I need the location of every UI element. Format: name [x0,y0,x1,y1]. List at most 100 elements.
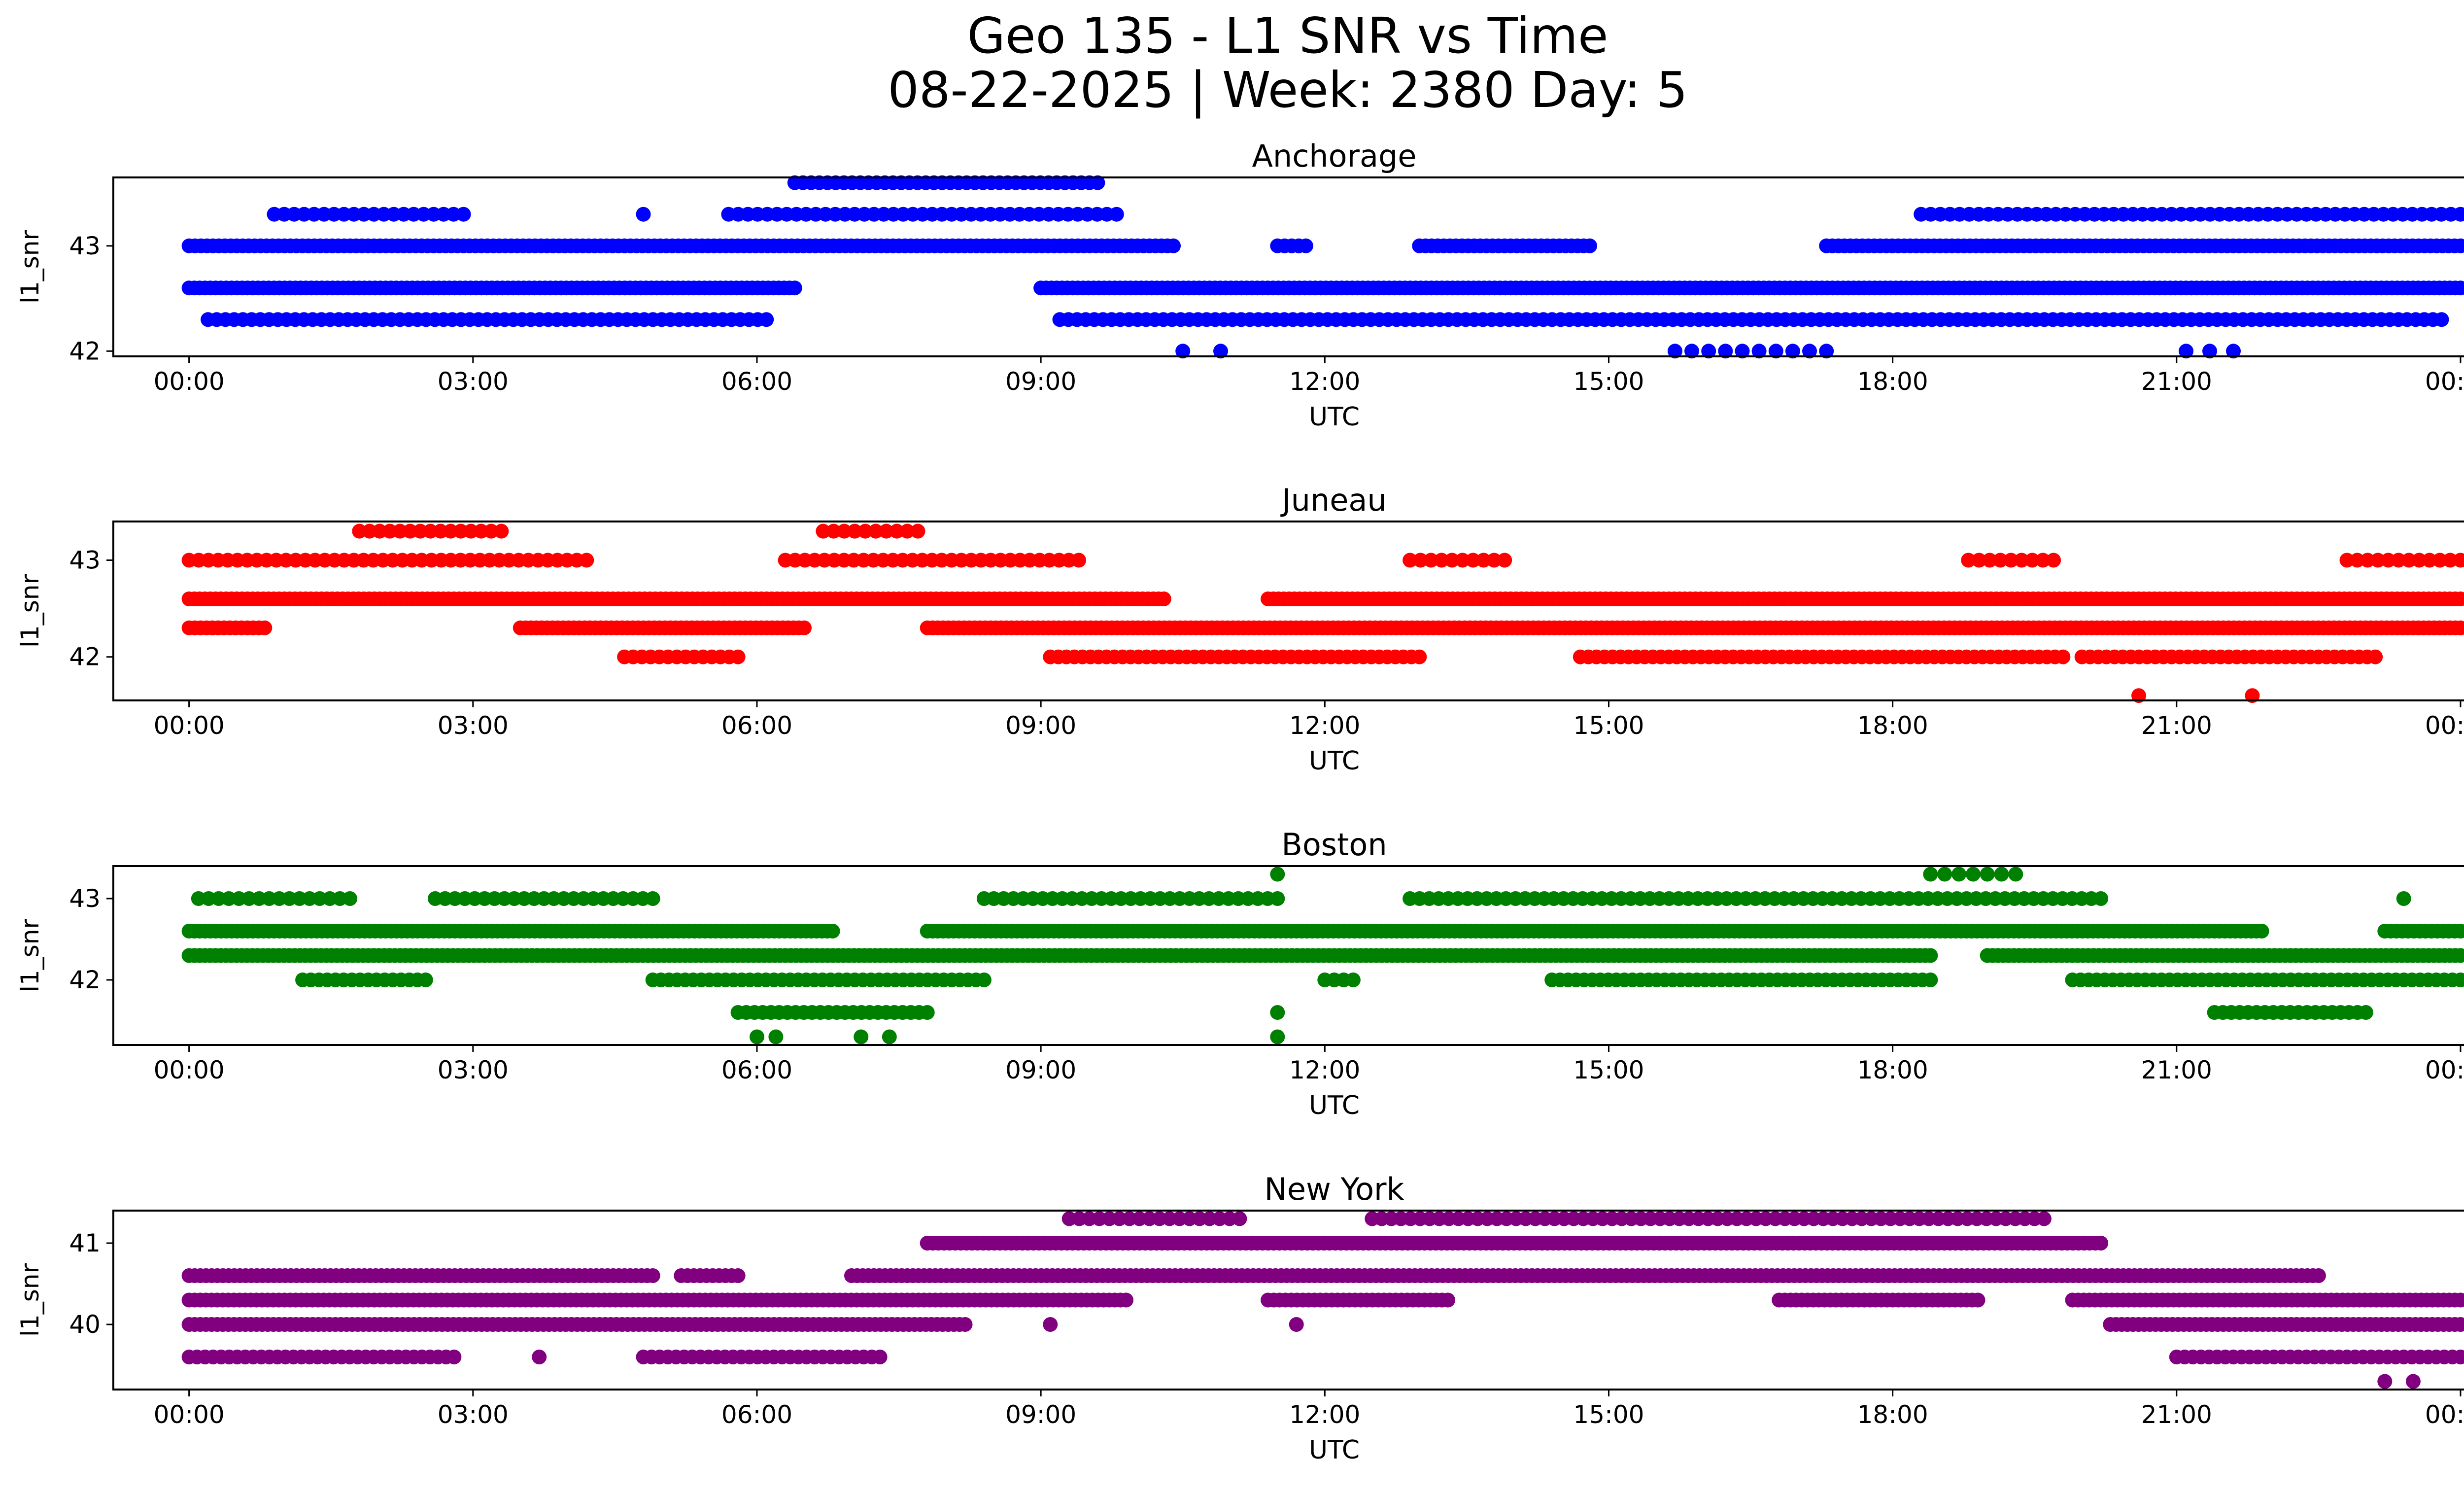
data-point [1119,1292,1133,1308]
subplot-title: Anchorage [1252,138,1416,174]
axes-frame [112,865,2464,1046]
data-point [1982,553,1997,568]
data-point [2432,553,2447,568]
y-axis-label: l1_snr [16,574,44,648]
data-point [312,891,327,906]
data-point [2360,553,2375,568]
data-point [191,891,206,906]
data-point [433,523,448,539]
data-point [2434,312,2449,327]
x-tick-label: 12:00 [1289,711,1360,740]
data-point [1270,1029,1285,1044]
data-point [1440,1292,1455,1308]
data-point [2179,344,2193,359]
data-series-points [181,175,2464,359]
subplot-title: Boston [1281,827,1387,863]
y-axis-label: l1_snr [16,230,44,304]
x-tick-label: 03:00 [438,367,509,396]
data-point [2368,649,2383,664]
data-point [2245,688,2260,703]
data-point [1937,867,1952,882]
data-point [1923,948,1938,963]
figure-title-line1: Geo 135 - L1 SNR vs Time [967,7,1608,65]
y-tick-label: 43 [69,884,101,913]
x-tick-label: 18:00 [1857,1400,1928,1429]
data-point [494,523,509,539]
data-point [1175,344,1191,359]
data-point [2035,553,2051,568]
x-tick-label: 21:00 [2141,711,2212,740]
data-point [1785,344,1800,359]
data-point [382,523,398,539]
data-point [453,523,469,539]
data-point [1270,867,1285,882]
data-point [1819,344,1834,359]
data-point [759,312,774,327]
data-point [2377,1374,2393,1389]
data-point [2401,553,2417,568]
data-point [1213,344,1228,359]
data-point [1802,344,1817,359]
x-tick-label: 18:00 [1857,711,1928,740]
data-point [1923,867,1938,882]
x-tick-label: 03:00 [438,1400,509,1429]
y-axis-label: l1_snr [16,1263,44,1337]
data-point [2202,344,2217,359]
data-point [302,891,317,906]
x-tick-label: 00:00 [2425,711,2464,740]
data-point [1270,891,1285,906]
data-point [342,891,358,906]
data-point [2396,891,2411,906]
x-tick-label: 21:00 [2141,367,2212,396]
data-series-points [181,523,2464,703]
x-tick-label: 00:00 [2425,1400,2464,1429]
y-tick-label: 42 [69,966,101,994]
x-tick-label: 12:00 [1289,1400,1360,1429]
x-tick-label: 03:00 [438,711,509,740]
data-point [292,891,307,906]
x-tick-label: 09:00 [1005,711,1076,740]
data-point [2024,553,2040,568]
y-tick-label: 43 [69,232,101,260]
x-axis-label: UTC [1309,1435,1360,1465]
data-point [2131,688,2146,703]
data-series-points [181,867,2464,1044]
x-tick-label: 15:00 [1573,1400,1644,1429]
data-point [456,207,471,222]
axes-frame [112,521,2464,701]
x-tick-label: 15:00 [1573,367,1644,396]
data-point [2453,553,2464,568]
data-point [1043,1317,1058,1332]
y-tick-label: 42 [69,643,101,671]
y-tick-label: 43 [69,546,101,574]
data-point [910,523,925,539]
data-point [1951,867,1967,882]
x-axis-label: UTC [1309,746,1360,776]
data-point [2008,867,2023,882]
data-point [645,891,660,906]
data-point [2003,553,2019,568]
data-point [1423,553,1438,568]
data-point [1412,649,1427,664]
data-point [2046,553,2061,568]
data-point [958,1317,973,1332]
data-point [1970,1292,1985,1308]
x-tick-label: 06:00 [721,1400,792,1429]
x-axis-label: UTC [1309,402,1360,432]
data-point [403,523,418,539]
data-point [362,523,377,539]
x-axis-label: UTC [1309,1091,1360,1120]
data-point [1965,867,1981,882]
data-point [2055,649,2071,664]
subplot-title: Juneau [1280,482,1386,518]
data-point [211,891,226,906]
data-point [1476,553,1491,568]
data-point [257,620,273,635]
data-point [474,523,489,539]
x-tick-label: 06:00 [721,1056,792,1084]
x-tick-label: 18:00 [1857,1056,1928,1084]
data-point [2453,924,2464,939]
